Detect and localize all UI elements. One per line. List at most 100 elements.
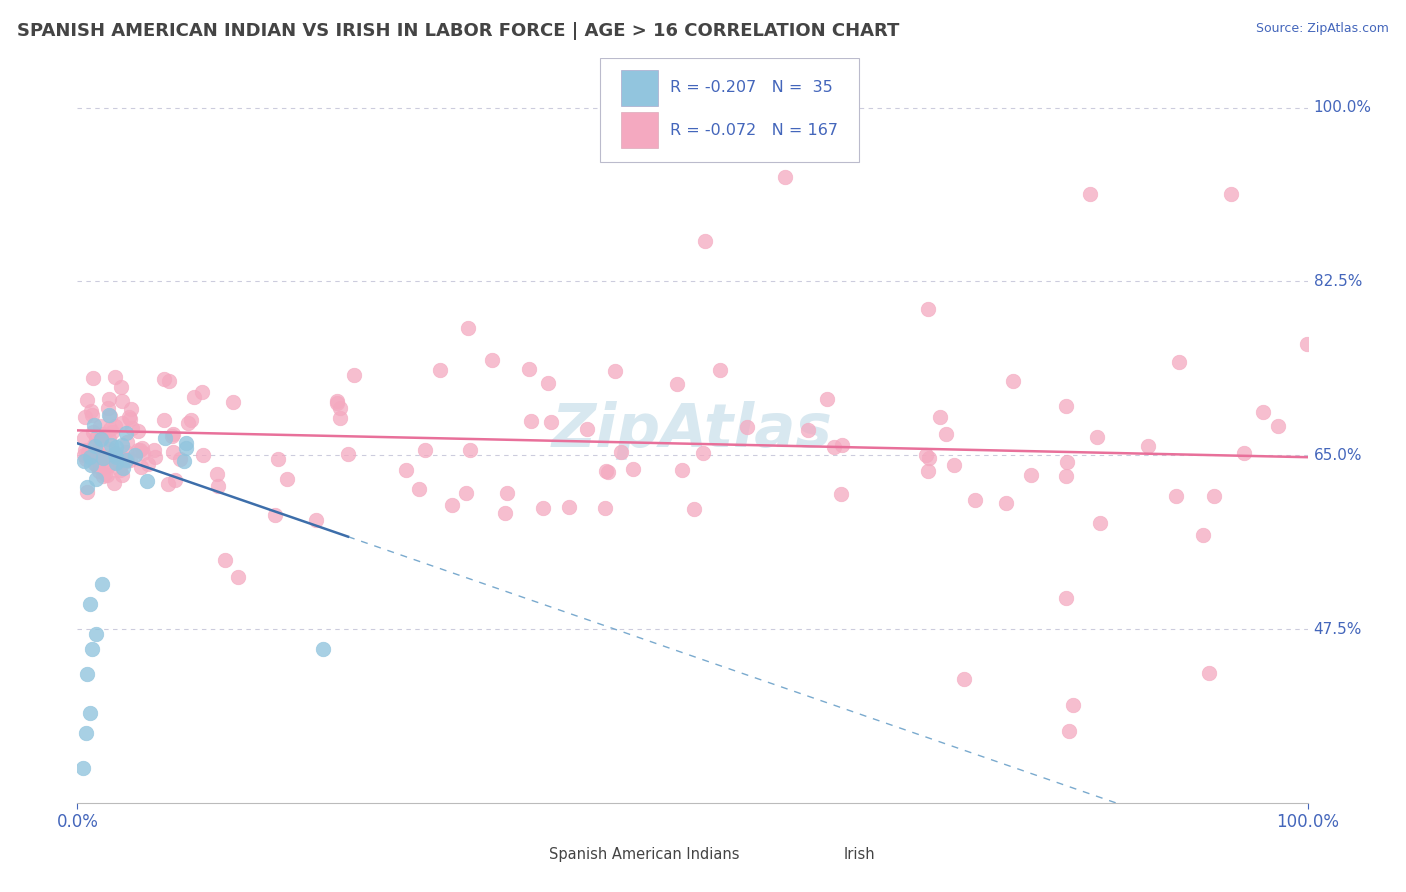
Point	[115, 451, 138, 466]
Point	[157, 374, 180, 388]
Point	[80, 404, 103, 418]
Point	[683, 501, 706, 516]
Point	[76, 480, 98, 494]
Point	[671, 463, 693, 477]
Point	[205, 467, 228, 481]
Point	[83, 446, 105, 460]
Point	[77, 447, 100, 461]
Point	[143, 450, 166, 464]
Point	[100, 438, 122, 452]
Point	[131, 442, 153, 456]
Point	[160, 428, 183, 442]
Point	[174, 442, 197, 456]
Point	[76, 448, 98, 462]
Point	[84, 627, 107, 641]
Point	[86, 458, 108, 473]
Point	[1054, 468, 1077, 483]
Point	[103, 475, 125, 490]
Point	[135, 474, 157, 488]
Point	[91, 468, 114, 483]
Point	[98, 457, 121, 471]
Text: 65.0%: 65.0%	[1313, 448, 1362, 463]
Point	[815, 392, 838, 407]
Point	[395, 463, 418, 477]
Point	[517, 362, 540, 376]
Point	[87, 454, 110, 468]
Point	[343, 368, 366, 382]
Point	[228, 569, 250, 583]
Point	[105, 440, 128, 454]
Point	[98, 422, 121, 436]
Point	[72, 761, 94, 775]
Text: Source: ZipAtlas.com: Source: ZipAtlas.com	[1256, 22, 1389, 36]
Point	[128, 442, 150, 457]
Bar	[621, 112, 658, 148]
Point	[1054, 399, 1077, 413]
Point	[96, 468, 118, 483]
Point	[86, 431, 108, 445]
Point	[105, 450, 128, 465]
Point	[460, 442, 482, 457]
Point	[267, 452, 290, 467]
Point	[115, 445, 138, 459]
Point	[86, 444, 108, 458]
Point	[83, 437, 105, 451]
Point	[326, 395, 349, 409]
Point	[917, 302, 939, 317]
Text: Irish: Irish	[844, 847, 876, 863]
Point	[823, 441, 845, 455]
Point	[928, 410, 950, 425]
Point	[90, 577, 114, 591]
Point	[97, 401, 120, 415]
Point	[337, 447, 360, 461]
Text: 82.5%: 82.5%	[1313, 274, 1362, 289]
Point	[111, 468, 134, 483]
Point	[83, 417, 105, 432]
Point	[408, 482, 430, 496]
Point	[84, 471, 107, 485]
Text: SPANISH AMERICAN INDIAN VS IRISH IN LABOR FORCE | AGE > 16 CORRELATION CHART: SPANISH AMERICAN INDIAN VS IRISH IN LABO…	[17, 22, 900, 40]
Point	[91, 450, 114, 465]
Point	[709, 363, 731, 377]
Point	[82, 641, 104, 656]
Point	[595, 464, 617, 478]
Point	[1267, 419, 1289, 434]
Point	[174, 435, 197, 450]
Point	[111, 416, 134, 430]
Point	[80, 408, 103, 422]
Point	[831, 438, 853, 452]
Point	[98, 409, 121, 423]
Point	[481, 352, 503, 367]
Point	[413, 443, 436, 458]
Point	[1078, 187, 1101, 202]
Point	[610, 444, 633, 458]
Point	[118, 412, 141, 426]
Point	[1233, 446, 1256, 460]
Point	[115, 434, 138, 449]
Point	[1062, 698, 1084, 713]
Point	[108, 463, 131, 477]
Point	[79, 706, 101, 721]
Point	[89, 464, 111, 478]
Point	[558, 500, 581, 514]
Point	[1019, 468, 1042, 483]
Point	[1251, 405, 1274, 419]
Point	[89, 431, 111, 445]
Point	[73, 454, 96, 468]
Point	[621, 462, 644, 476]
Point	[494, 507, 516, 521]
Point	[576, 422, 599, 436]
Point	[918, 451, 941, 466]
Point	[1296, 337, 1319, 351]
Point	[75, 443, 97, 458]
Point	[104, 370, 127, 384]
Point	[917, 464, 939, 478]
Point	[994, 496, 1017, 510]
Point	[104, 445, 127, 459]
Point	[264, 508, 287, 522]
Point	[127, 425, 149, 439]
Point	[162, 426, 184, 441]
Bar	[515, 847, 541, 875]
Point	[115, 425, 138, 440]
Point	[496, 485, 519, 500]
